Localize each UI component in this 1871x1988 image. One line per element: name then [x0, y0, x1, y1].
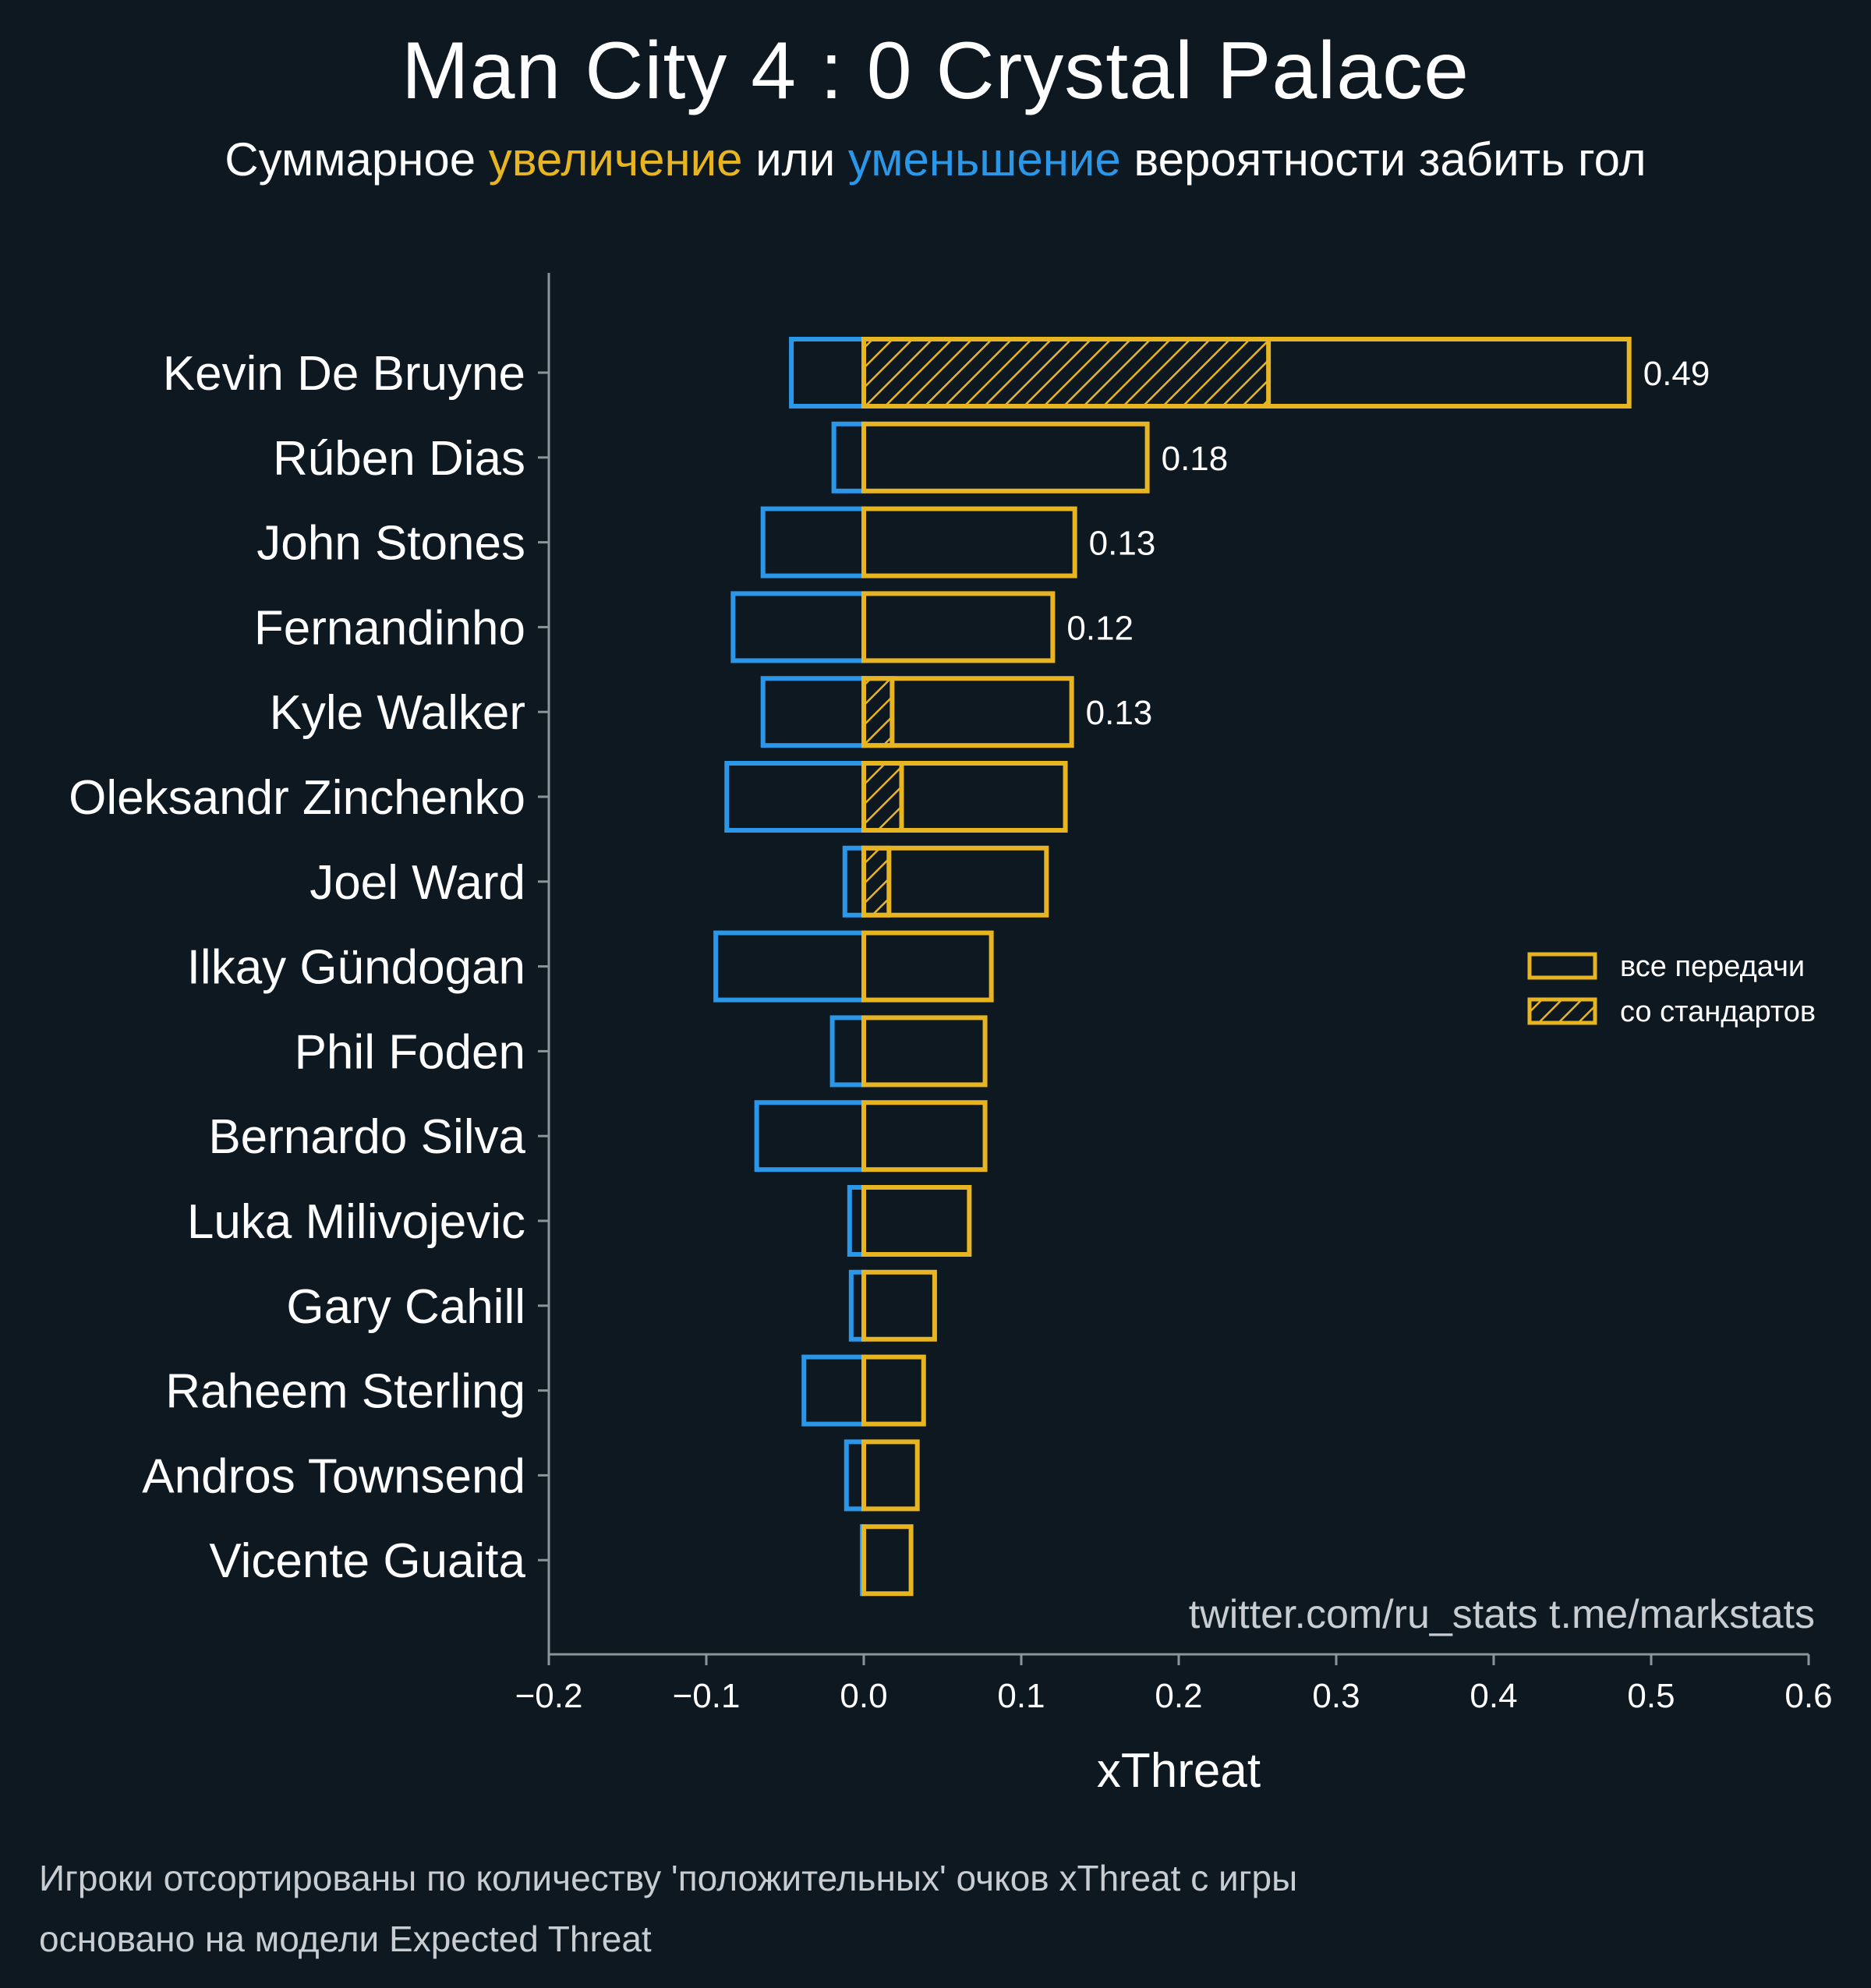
legend-label: все передачи: [1620, 950, 1805, 983]
chart-subtitle: Суммарное увеличение или уменьшение веро…: [0, 133, 1871, 186]
negative-bar: [844, 1439, 867, 1512]
x-tick-label: 0.3: [1312, 1677, 1360, 1715]
x-tick-label: 0.1: [997, 1677, 1045, 1715]
positive-bar: [861, 506, 1077, 578]
x-tick-label: 0.0: [840, 1677, 887, 1715]
player-name-label: Phil Foden: [295, 1025, 525, 1079]
positive-bar: [861, 1015, 988, 1088]
negative-bar: [842, 845, 867, 918]
x-tick-label: 0.4: [1470, 1677, 1517, 1715]
negative-bar: [789, 337, 867, 409]
x-tick-label: −0.2: [515, 1677, 583, 1715]
player-name-label: Oleksandr Zinchenko: [69, 771, 525, 825]
footnote-model: основано на модели Expected Threat: [39, 1919, 652, 1959]
player-name-label: Kyle Walker: [270, 686, 525, 740]
negative-bar: [831, 421, 866, 493]
x-tick-label: 0.6: [1784, 1677, 1832, 1715]
value-label: 0.13: [1086, 694, 1153, 732]
player-name-label: Vicente Guaita: [209, 1534, 525, 1588]
subtitle-suffix: вероятности забить гол: [1120, 133, 1646, 186]
chart-title: Man City 4 : 0 Crystal Palace: [401, 26, 1470, 116]
set-piece-bar: [861, 761, 904, 833]
legend-swatch-all-passes: [1527, 952, 1597, 980]
positive-bar: [861, 591, 1056, 663]
positive-bar: [861, 1524, 914, 1597]
player-name-label: Kevin De Bruyne: [163, 347, 525, 401]
positive-bar: [861, 676, 1074, 748]
positive-bar: [861, 421, 1150, 493]
subtitle-prefix: Суммарное: [225, 133, 489, 186]
legend: все передачи со стандартов: [1527, 950, 1816, 1028]
value-label: 0.13: [1089, 525, 1156, 563]
subtitle-positive-word: увеличение: [488, 133, 743, 186]
bars: 0.49 0.18 0.13 0.12 0.13: [713, 337, 1710, 1597]
value-label: 0.49: [1643, 355, 1710, 393]
positive-bar: [861, 1100, 988, 1173]
positive-bar: [861, 1269, 937, 1342]
negative-bar: [724, 761, 867, 833]
player-name-label: Bernardo Silva: [208, 1110, 525, 1164]
value-label: 0.12: [1066, 609, 1134, 647]
footnotes: Игроки отсортированы по количеству 'поло…: [39, 1848, 1297, 1969]
positive-bar: [861, 1185, 972, 1257]
positive-bar: [861, 761, 1068, 833]
value-label: 0.18: [1162, 440, 1229, 478]
positive-bar: [861, 1439, 920, 1512]
x-axis-label: xThreat: [1097, 1744, 1261, 1798]
footnote-sorting: Игроки отсортированы по количеству 'поло…: [39, 1858, 1298, 1898]
negative-bar: [713, 930, 866, 1003]
player-name-label: Gary Cahill: [286, 1280, 525, 1334]
watermark: twitter.com/ru_stats t.me/markstats: [1189, 1592, 1815, 1637]
positive-bar: [861, 930, 994, 1003]
player-name-label: Fernandinho: [254, 601, 525, 655]
player-name-label: Joel Ward: [309, 856, 525, 910]
positive-bar: [861, 337, 1632, 409]
set-piece-bar: [861, 676, 895, 748]
player-name-label: John Stones: [256, 517, 525, 571]
subtitle-middle: или: [742, 133, 848, 186]
set-piece-bar: [861, 845, 892, 918]
negative-bar: [760, 676, 866, 748]
positive-bar: [861, 1354, 926, 1427]
x-tick-label: 0.5: [1627, 1677, 1675, 1715]
legend-label: со стандартов: [1620, 996, 1816, 1028]
set-piece-bar: [861, 337, 1272, 409]
legend-swatch-set-piece: [1527, 997, 1597, 1025]
negative-bar: [801, 1354, 866, 1427]
player-name-label: Luka Milivojevic: [187, 1195, 525, 1249]
x-tick-label: 0.2: [1155, 1677, 1202, 1715]
player-name-label: Andros Townsend: [142, 1449, 525, 1503]
player-name-label: Ilkay Gündogan: [187, 941, 525, 995]
player-name-label: Rúben Dias: [273, 432, 525, 486]
positive-bar: [861, 845, 1049, 918]
negative-bar: [730, 591, 867, 663]
axes: −0.2 −0.1 0.0 0.1 0.2 0.3 0.4 0.5 0.6 xThreat Kevi…: [69, 273, 1833, 1798]
x-tick-label: −0.1: [673, 1677, 741, 1715]
negative-bar: [829, 1015, 866, 1088]
negative-bar: [760, 506, 866, 578]
player-name-label: Raheem Sterling: [165, 1365, 525, 1419]
subtitle-negative-word: уменьшение: [847, 133, 1121, 186]
negative-bar: [754, 1100, 867, 1173]
